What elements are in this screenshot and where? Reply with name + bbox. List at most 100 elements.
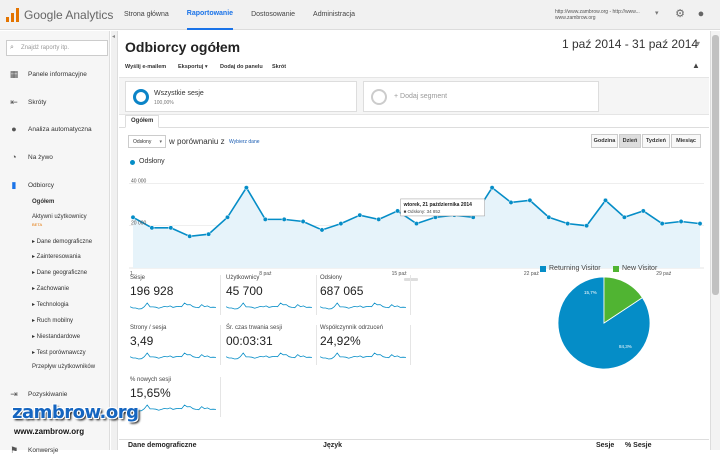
- sparkline: [226, 352, 312, 360]
- data-point: [376, 216, 382, 222]
- pie-legend-returning: Returning Visitor: [540, 265, 601, 272]
- sidebar-sub-benchmark[interactable]: ▸ Test porównawczy: [32, 350, 86, 356]
- shortcut-icon: ⇤: [10, 96, 18, 107]
- sidebar-sub-behavior[interactable]: ▸ Zachowanie: [32, 286, 70, 292]
- sparkline-path: [226, 352, 312, 360]
- x-tick-label: 8 paź: [259, 271, 272, 277]
- nav-home[interactable]: Strona główna: [124, 11, 169, 18]
- nav-customization[interactable]: Dostosowanie: [251, 11, 296, 18]
- tab-overview[interactable]: Ogółem: [125, 115, 160, 128]
- logo-text: Google Analytics: [24, 8, 114, 22]
- sidebar-item-conversions[interactable]: ⚑ Konwersje: [9, 444, 59, 455]
- education-icon[interactable]: ▲: [692, 61, 700, 70]
- sidebar-sub-mobile[interactable]: ▸ Ruch mobilny: [32, 318, 74, 324]
- tooltip-date: wtorek, 21 października 2014: [403, 202, 473, 208]
- data-point: [678, 219, 684, 224]
- granularity-hour[interactable]: Godzina: [591, 134, 618, 148]
- sidebar-item-intelligence[interactable]: ● Analiza automatyczna: [0, 122, 110, 136]
- sidebar-item-audience[interactable]: ▮ Odbiorcy: [0, 178, 110, 192]
- segment-all-sessions[interactable]: Wszystkie sesje 100,00%: [125, 81, 357, 112]
- add-segment-button[interactable]: + Dodaj segment: [363, 81, 599, 112]
- granularity-day[interactable]: Dzień: [619, 134, 641, 148]
- gear-icon[interactable]: ⚙: [675, 8, 685, 20]
- page-scrollbar[interactable]: [710, 31, 720, 450]
- scrollbar-thumb[interactable]: [712, 35, 719, 295]
- analytics-logo-icon: [6, 8, 20, 22]
- add-to-dashboard-button[interactable]: Dodaj do panelu: [220, 64, 263, 70]
- bulb-icon: ●: [11, 124, 17, 134]
- sidebar-sub-geo[interactable]: ▸ Dane geograficzne: [32, 270, 88, 276]
- granularity-month[interactable]: Miesiąc: [671, 134, 701, 148]
- chart-tooltip: wtorek, 21 października 2014■ Odsłony: 3…: [400, 198, 485, 217]
- sidebar-sub-overview[interactable]: Ogółem: [32, 199, 55, 205]
- sparkline: [226, 302, 312, 310]
- sidebar-sub-custom[interactable]: ▸ Niestandardowe: [32, 334, 81, 340]
- data-point: [565, 221, 571, 227]
- scorecard-avg-session-duration: Śr. czas trwania sesji 00:03:31: [224, 325, 317, 365]
- export-button[interactable]: Eksportuj ▾: [178, 64, 208, 70]
- data-point: [149, 225, 155, 231]
- pageviews-line-chart[interactable]: 40 000 20 000 1... 8 paź 15 paź 22 paź 29 paź w…: [129, 171, 704, 288]
- x-tick-label: 29 paź: [656, 271, 672, 277]
- sparkline: [320, 352, 406, 360]
- metric-select[interactable]: Odsłony ▾: [128, 135, 166, 148]
- nav-admin[interactable]: Administracja: [313, 11, 356, 18]
- x-tick-label: 22 paź: [524, 271, 540, 277]
- sidebar-sub-interests[interactable]: ▸ Zainteresowania: [32, 254, 81, 260]
- account-icon[interactable]: ●: [697, 8, 705, 20]
- segment-bar: Wszystkie sesje 100,00% + Dodaj segment: [119, 77, 709, 115]
- language-column: Język: [323, 442, 343, 449]
- granularity-week[interactable]: Tydzień: [642, 134, 670, 148]
- sidebar-item-dashboards[interactable]: ▦ Panele informacyjne: [9, 68, 87, 79]
- pie-slice-label: 84,3%: [619, 344, 632, 349]
- sparkline: [130, 302, 216, 310]
- report-toolbar: Wyślij e-mailem Eksportuj ▾ Dodaj do pan…: [119, 62, 709, 74]
- choose-metric-link[interactable]: Wybierz dane: [229, 139, 260, 145]
- ga-logo[interactable]: Google Analytics: [6, 6, 113, 24]
- account-selector[interactable]: http://www.zambrow.org - http://www... w…: [555, 9, 640, 21]
- data-point: [603, 197, 608, 203]
- sidebar-sub-demographics[interactable]: ▸ Dane demograficzne: [32, 239, 93, 245]
- nav-reporting[interactable]: Raportowanie: [186, 0, 234, 30]
- data-point: [262, 216, 268, 222]
- acquisition-icon: ⇥: [10, 388, 18, 399]
- scorecard-new-sessions: % nowych sesji 15,65%: [128, 377, 221, 417]
- data-point: [187, 233, 193, 239]
- sidebar-sub-active-users[interactable]: Aktywni użytkownicy BETA: [32, 214, 87, 227]
- data-point: [243, 185, 249, 191]
- tooltip-value: ■ Odsłony: 34 852: [404, 209, 441, 214]
- data-point: [319, 227, 325, 233]
- data-point: [489, 185, 495, 191]
- pie-slice-label: 15,7%: [584, 290, 597, 295]
- chart-resize-handle: [404, 278, 418, 281]
- email-button[interactable]: Wyślij e-mailem: [125, 64, 167, 70]
- legend-swatch: [613, 265, 619, 272]
- pie-slice-new: [603, 276, 643, 324]
- account-caret-icon[interactable]: ▾: [655, 10, 659, 17]
- zambrow-watermark: zambrow.org www.zambrow.org: [12, 402, 139, 436]
- sidebar-item-realtime[interactable]: ◔ Na żywo: [0, 150, 110, 164]
- sidebar-sub-user-flow[interactable]: Przepływ użytkowników: [32, 364, 96, 370]
- search-input[interactable]: ⌕ Znajdź raporty itp.: [6, 40, 108, 56]
- data-point: [546, 214, 552, 220]
- area-fill: [133, 187, 700, 268]
- data-point: [225, 214, 230, 220]
- sparkline-path: [320, 352, 406, 360]
- sparkline-path: [320, 302, 406, 310]
- data-point: [697, 221, 703, 227]
- sidebar-item-acquisition[interactable]: ⇥ Pozyskiwanie: [10, 388, 68, 399]
- data-point: [414, 221, 419, 227]
- date-range-picker[interactable]: 1 paź 2014 - 31 paź 2014: [562, 37, 699, 51]
- sidebar-item-shortcuts[interactable]: ⇤ Skróty: [10, 96, 47, 107]
- sidebar-collapse-handle[interactable]: ◂: [111, 31, 118, 450]
- visitor-type-pie-chart[interactable]: 84,3% 15,7%: [557, 276, 651, 370]
- data-point: [168, 225, 174, 231]
- data-point: [508, 200, 514, 205]
- pie-legend-new: New Visitor: [613, 265, 657, 272]
- sidebar-sub-technology[interactable]: ▸ Technologia: [32, 302, 69, 308]
- chevron-down-icon[interactable]: ▾: [696, 39, 701, 48]
- shortcut-button[interactable]: Skrót: [272, 64, 287, 70]
- x-tick-label: 15 paź: [392, 271, 408, 277]
- tab-divider: [119, 127, 709, 128]
- page-title: Odbiorcy ogółem: [125, 39, 241, 55]
